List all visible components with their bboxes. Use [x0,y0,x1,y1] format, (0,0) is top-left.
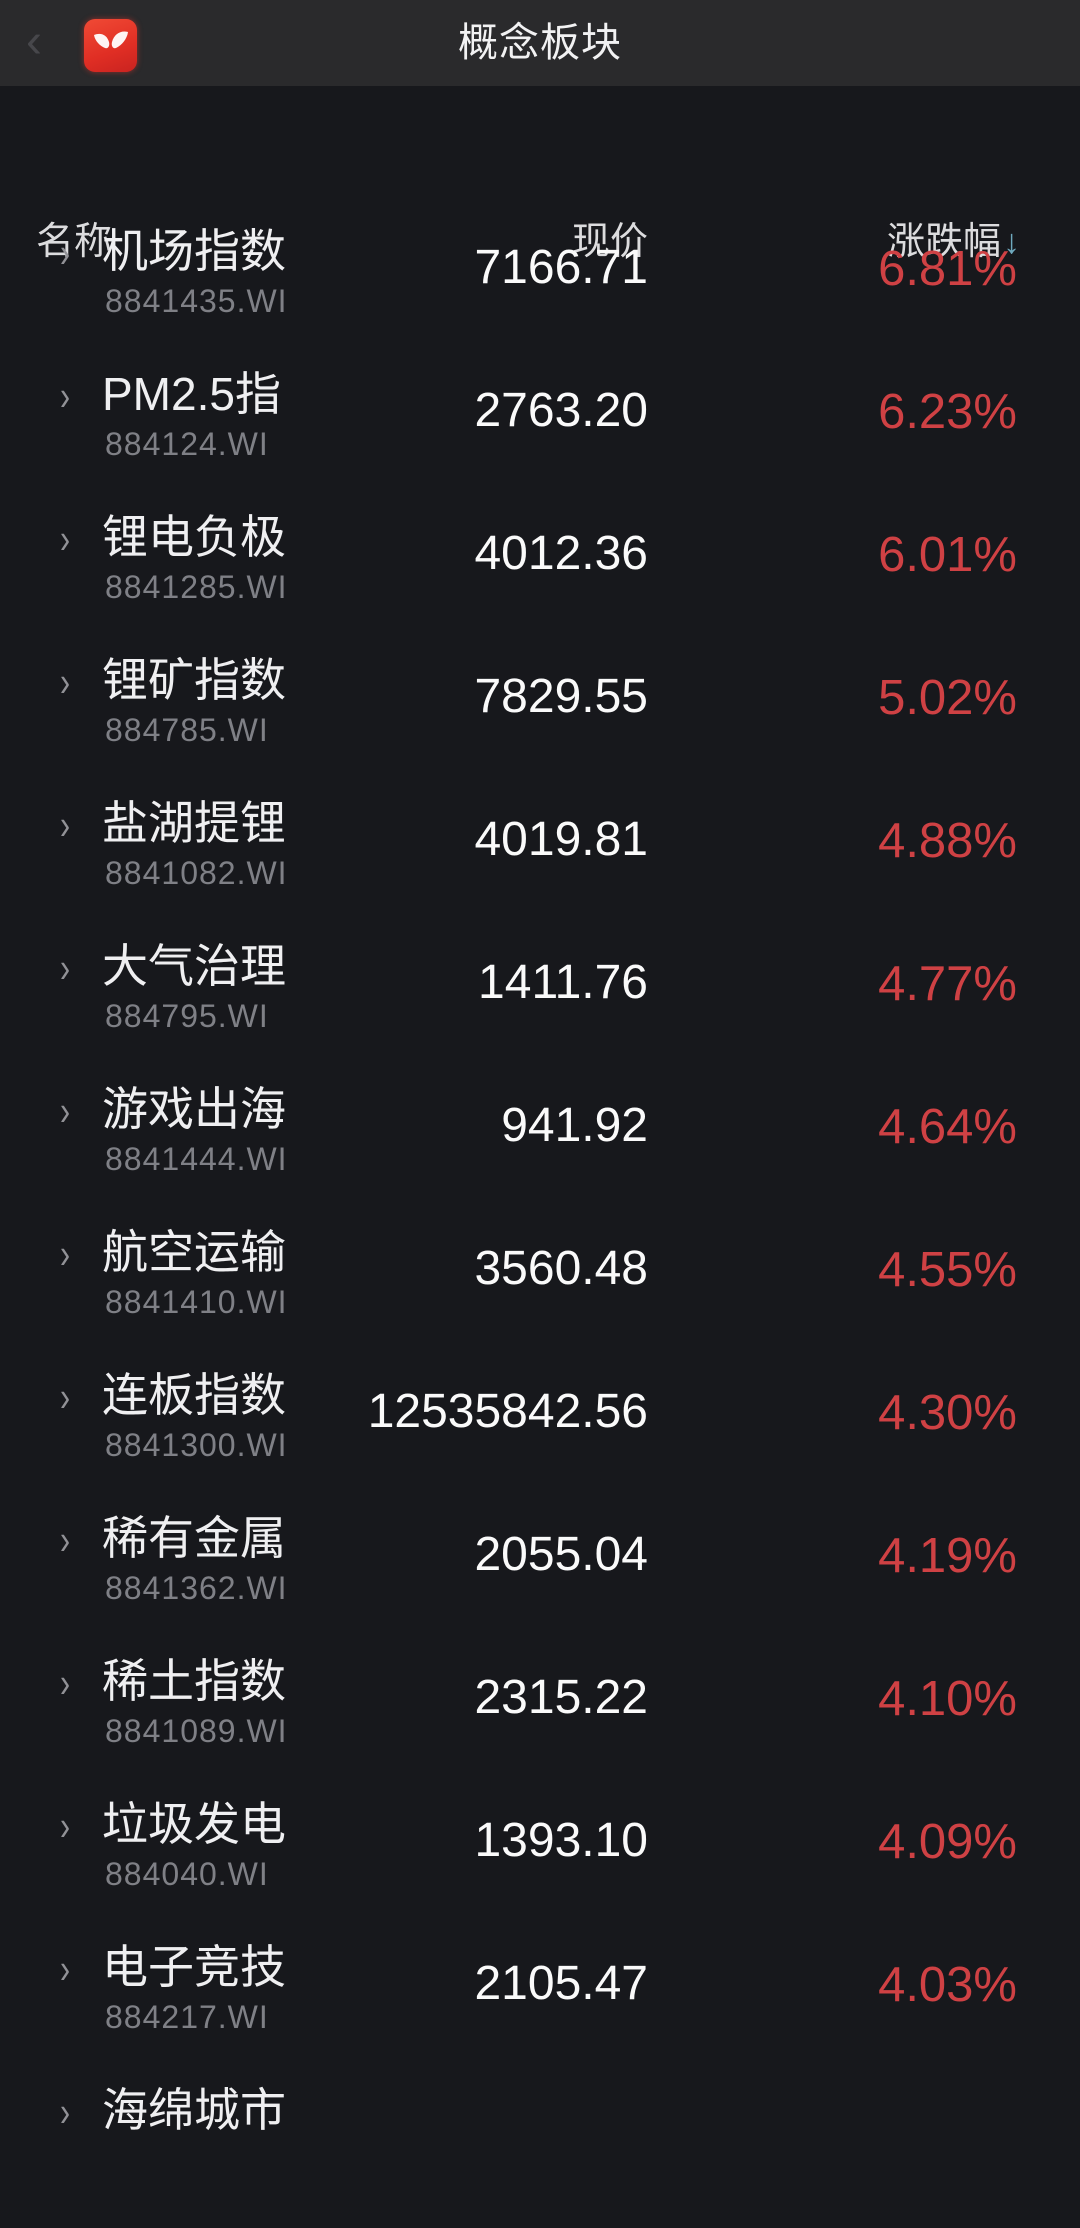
column-header-change-label: 涨跌幅 [886,221,1001,263]
sector-code: 8841082.WI [105,855,288,891]
sector-change-percent: 4.10% [878,1672,1017,1726]
sector-list: › 机场指数 8841435.WI 7166.71 6.81% › PM2.5指… [0,226,1080,2228]
sector-price: 1393.10 [474,1814,648,1867]
sector-name: PM2.5指 [102,368,281,420]
chevron-right-icon: › [59,1373,71,1420]
sector-change-percent: 4.64% [878,1100,1017,1154]
chevron-right-icon: › [59,1230,71,1277]
sector-price: 7829.55 [474,670,648,723]
sector-row[interactable]: › 锂矿指数 884785.WI 7829.55 5.02% [0,655,1080,798]
sector-change-percent: 4.88% [878,814,1017,868]
chevron-right-icon: › [59,1802,71,1849]
chevron-right-icon: › [59,372,71,419]
sector-price: 2055.04 [474,1528,648,1581]
sector-code: 884124.WI [105,426,269,462]
sector-price: 4019.81 [474,813,648,866]
sector-row[interactable]: › 航空运输 8841410.WI 3560.48 4.55% [0,1227,1080,1370]
sector-change-percent: 6.01% [878,528,1017,582]
chevron-right-icon: › [59,229,71,276]
sector-row[interactable]: › 稀有金属 8841362.WI 2055.04 4.19% [0,1513,1080,1656]
sector-change-percent: 4.09% [878,1815,1017,1869]
column-header-price[interactable]: 现价 [571,221,648,263]
sort-descending-icon: ↓ [1003,223,1020,261]
column-header-name[interactable]: 名称 [36,221,113,263]
sector-price: 941.92 [501,1099,648,1152]
app-header: ‹ 概念板块 [0,0,1080,86]
sector-row[interactable]: › 稀土指数 8841089.WI 2315.22 4.10% [0,1656,1080,1799]
sector-row[interactable]: › 游戏出海 8841444.WI 941.92 4.64% [0,1084,1080,1227]
wind-logo-wings [94,31,128,49]
sector-code: 8841089.WI [105,1713,288,1749]
sector-change-percent: 4.03% [878,1958,1017,2012]
sector-price: 7166.71 [474,241,648,294]
sector-name: 稀土指数 [102,1655,286,1707]
sector-change-percent: 4.19% [878,1529,1017,1583]
sector-code: 8841362.WI [105,1570,288,1606]
chevron-right-icon: › [59,1659,71,1706]
sector-price: 2105.47 [474,1957,648,2010]
page-title: 概念板块 [458,21,622,65]
sector-code: 884785.WI [105,712,269,748]
sector-row[interactable]: › PM2.5指 884124.WI 2763.20 6.23% [0,369,1080,512]
sector-row[interactable]: › 大气治理 884795.WI 1411.76 4.77% [0,941,1080,1084]
column-header-change[interactable]: 涨跌幅 ↓ [887,220,1020,265]
sector-code: 8841444.WI [105,1141,288,1177]
sector-price: 2315.22 [474,1671,648,1724]
sector-name: 大气治理 [102,940,286,992]
chevron-right-icon: › [59,515,71,562]
sector-code: 8841410.WI [105,1284,288,1320]
sector-row[interactable]: › 垃圾发电 884040.WI 1393.10 4.09% [0,1799,1080,1942]
sector-change-percent: 4.30% [878,1386,1017,1440]
sector-name: 锂电负极 [102,511,286,563]
sector-name: 机场指数 [102,225,286,277]
sector-price: 12535842.56 [367,1385,648,1438]
sector-row[interactable]: › 锂电负极 8841285.WI 4012.36 6.01% [0,512,1080,655]
sector-price: 1411.76 [478,956,648,1009]
chevron-right-icon: › [59,1516,71,1563]
sector-row[interactable]: › 电子竞技 884217.WI 2105.47 4.03% [0,1942,1080,2085]
back-chevron-icon[interactable]: ‹ [26,15,42,68]
chevron-right-icon: › [59,2088,71,2135]
sector-row[interactable]: › 机场指数 8841435.WI 7166.71 6.81% [0,226,1080,369]
sector-name: 游戏出海 [102,1083,286,1135]
sector-row[interactable]: › 海绵城市 [0,2085,1080,2228]
sector-code: 884040.WI [105,1856,269,1892]
sector-change-percent: 4.77% [878,957,1017,1011]
sector-change-percent: 4.55% [878,1243,1017,1297]
sector-code: 8841435.WI [105,283,288,319]
sector-code: 884795.WI [105,998,269,1034]
chevron-right-icon: › [59,658,71,705]
wind-app-icon[interactable] [84,19,137,72]
sector-price: 4012.36 [474,527,648,580]
sector-change-percent: 6.23% [878,385,1017,439]
sector-name: 锂矿指数 [102,654,286,706]
column-header-row: 名称 现价 涨跌幅 ↓ [0,86,1080,263]
sector-code: 884217.WI [105,1999,269,2035]
sector-name: 垃圾发电 [102,1798,286,1850]
sector-name: 盐湖提锂 [102,797,286,849]
sector-change-percent: 6.81% [878,242,1017,296]
sector-price: 2763.20 [474,384,648,437]
sector-change-percent: 5.02% [878,671,1017,725]
chevron-right-icon: › [59,1945,71,1992]
sector-code: 8841300.WI [105,1427,288,1463]
sector-row[interactable]: › 盐湖提锂 8841082.WI 4019.81 4.88% [0,798,1080,941]
chevron-right-icon: › [59,944,71,991]
sector-name: 稀有金属 [102,1512,286,1564]
chevron-right-icon: › [59,801,71,848]
sector-row[interactable]: › 连板指数 8841300.WI 12535842.56 4.30% [0,1370,1080,1513]
sector-name: 连板指数 [102,1369,286,1421]
sector-name: 电子竞技 [102,1941,286,1993]
sector-name: 海绵城市 [102,2084,286,2136]
chevron-right-icon: › [59,1087,71,1134]
sector-code: 8841285.WI [105,569,288,605]
sector-price: 3560.48 [474,1242,648,1295]
sector-name: 航空运输 [102,1226,286,1278]
